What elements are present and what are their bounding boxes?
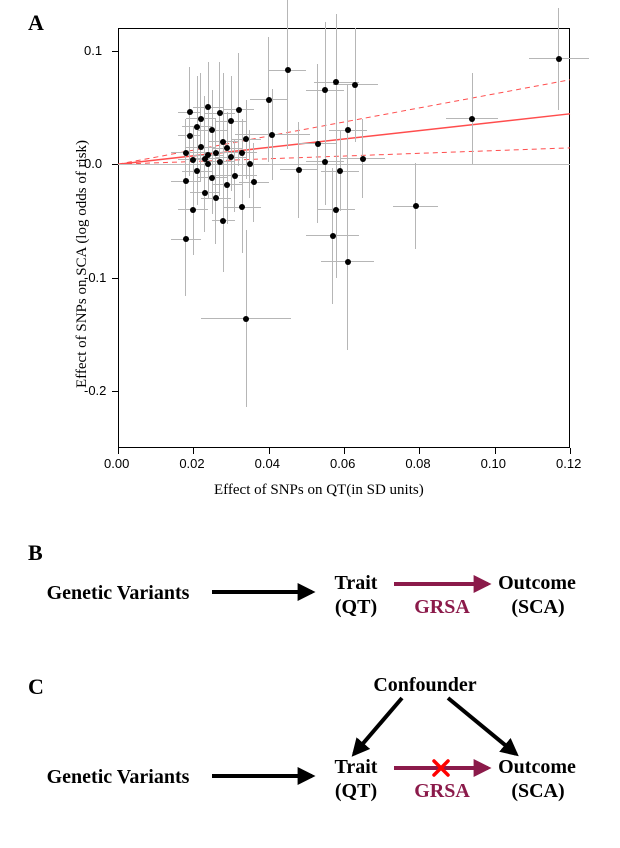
data-point <box>333 79 339 85</box>
data-point <box>239 204 245 210</box>
data-point <box>266 97 272 103</box>
x-tick <box>118 448 119 454</box>
data-point <box>220 139 226 145</box>
data-point <box>469 116 475 122</box>
diagram-text-trait_sub: (QT) <box>316 780 396 803</box>
diagram-text-trait: Trait <box>316 572 396 595</box>
data-point <box>247 161 253 167</box>
data-point <box>187 133 193 139</box>
data-point <box>183 178 189 184</box>
y-axis-title: Effect of SNPs on SCA (log odds of risk) <box>74 140 91 388</box>
data-point <box>205 152 211 158</box>
data-point <box>269 132 275 138</box>
panel-label-a: A <box>28 10 44 36</box>
y-tick-label: -0.1 <box>84 270 106 285</box>
diagram-text-outcome: Outcome <box>482 756 592 779</box>
data-point <box>345 259 351 265</box>
diagram-text-grsa: GRSA <box>402 596 482 619</box>
y-tick-label: 0.0 <box>84 156 102 171</box>
data-point <box>330 233 336 239</box>
data-point <box>228 154 234 160</box>
data-point <box>202 190 208 196</box>
data-point <box>322 87 328 93</box>
error-bar-y <box>287 0 288 149</box>
x-axis-title: Effect of SNPs on QT(in SD units) <box>214 482 424 499</box>
data-point <box>198 144 204 150</box>
diagram-text-grsa: GRSA <box>402 780 482 803</box>
x-tick-label: 0.02 <box>179 456 204 471</box>
x-tick-label: 0.10 <box>481 456 506 471</box>
data-point <box>556 56 562 62</box>
x-tick <box>419 448 420 454</box>
diagram-text-gv: Genetic Variants <box>28 582 208 605</box>
y-tick-label: 0.1 <box>84 43 102 58</box>
data-point <box>224 182 230 188</box>
diagram-text-outcome_sub: (SCA) <box>498 780 578 803</box>
data-point <box>333 207 339 213</box>
data-point <box>322 159 328 165</box>
data-point <box>187 109 193 115</box>
x-tick-label: 0.04 <box>255 456 280 471</box>
data-point <box>285 67 291 73</box>
diagram-text-trait_sub: (QT) <box>316 596 396 619</box>
data-point <box>232 173 238 179</box>
x-tick-label: 0.12 <box>556 456 581 471</box>
diagram-text-outcome_sub: (SCA) <box>498 596 578 619</box>
data-point <box>205 161 211 167</box>
data-point <box>228 118 234 124</box>
diagram-panel-b: Genetic Variants Trait(QT) Outcome(SCA) GRS… <box>28 540 592 650</box>
x-tick <box>193 448 194 454</box>
x-tick <box>570 448 571 454</box>
data-point <box>217 159 223 165</box>
scatter-plot-panel-a: Effect of SNPs on SCA (log odds of risk)… <box>60 18 600 516</box>
data-point <box>209 127 215 133</box>
x-tick-label: 0.06 <box>330 456 355 471</box>
data-point <box>205 104 211 110</box>
data-point <box>198 116 204 122</box>
y-tick <box>112 391 118 392</box>
x-tick-label: 0.08 <box>405 456 430 471</box>
data-point <box>352 82 358 88</box>
data-point <box>251 179 257 185</box>
data-point <box>236 107 242 113</box>
data-point <box>315 141 321 147</box>
y-tick-label: -0.2 <box>84 383 106 398</box>
data-point <box>194 124 200 130</box>
data-point <box>183 150 189 156</box>
x-tick <box>495 448 496 454</box>
diagram-text-trait: Trait <box>316 756 396 779</box>
data-point <box>296 167 302 173</box>
arrows-c <box>28 674 592 834</box>
y-tick <box>112 278 118 279</box>
data-point <box>209 175 215 181</box>
diagram-panel-c: Confounder Genetic Variants Trait(QT) Outco… <box>28 674 592 834</box>
x-tick <box>269 448 270 454</box>
data-point <box>239 150 245 156</box>
diagram-text-conf: Confounder <box>350 674 500 697</box>
data-point <box>213 195 219 201</box>
data-point <box>360 156 366 162</box>
data-point <box>345 127 351 133</box>
data-point <box>413 203 419 209</box>
data-point <box>213 150 219 156</box>
diagram-text-outcome: Outcome <box>482 572 592 595</box>
data-point <box>220 218 226 224</box>
data-point <box>217 110 223 116</box>
data-point <box>337 168 343 174</box>
x-tick-label: 0.00 <box>104 456 129 471</box>
data-point <box>224 145 230 151</box>
data-point <box>194 168 200 174</box>
data-point <box>190 207 196 213</box>
data-point <box>243 316 249 322</box>
x-tick <box>344 448 345 454</box>
data-point <box>183 236 189 242</box>
y-tick <box>112 51 118 52</box>
diagram-text-gv: Genetic Variants <box>28 766 208 789</box>
figure-page: A B C Effect of SNPs on SCA (log odds of… <box>0 0 620 848</box>
data-point <box>243 136 249 142</box>
data-point <box>190 157 196 163</box>
